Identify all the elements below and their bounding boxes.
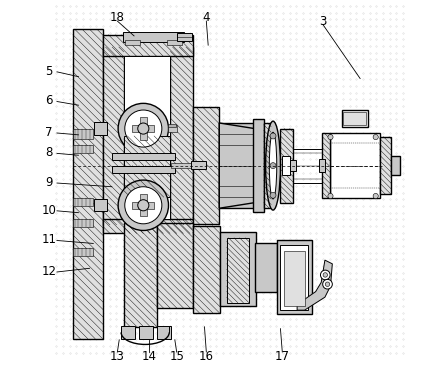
Text: 5: 5 — [45, 65, 53, 78]
Bar — [157, 326, 171, 339]
Bar — [219, 123, 255, 208]
Bar — [103, 35, 193, 56]
Bar — [220, 232, 256, 307]
Bar — [73, 129, 93, 138]
Polygon shape — [219, 123, 255, 208]
Bar — [342, 110, 368, 127]
Text: 11: 11 — [41, 233, 56, 246]
Bar — [123, 32, 184, 42]
Circle shape — [328, 193, 333, 199]
Text: 8: 8 — [45, 146, 53, 159]
Ellipse shape — [266, 121, 281, 210]
Bar — [147, 202, 154, 209]
Text: 4: 4 — [202, 11, 210, 24]
Text: 9: 9 — [45, 176, 53, 189]
Circle shape — [325, 282, 330, 286]
Circle shape — [270, 163, 276, 169]
Circle shape — [118, 103, 169, 154]
Ellipse shape — [269, 132, 277, 199]
Bar — [121, 326, 135, 339]
Bar — [253, 119, 264, 212]
Bar — [391, 156, 400, 175]
Bar — [343, 112, 366, 125]
Circle shape — [373, 193, 378, 199]
Bar — [112, 166, 175, 173]
Circle shape — [328, 135, 333, 140]
Circle shape — [373, 135, 378, 140]
Bar — [124, 223, 157, 327]
Bar — [191, 161, 206, 169]
Circle shape — [138, 200, 149, 211]
Bar — [140, 194, 147, 202]
Bar — [124, 166, 170, 197]
Text: 7: 7 — [45, 126, 53, 139]
Bar — [73, 248, 93, 256]
Bar — [193, 107, 219, 224]
Bar — [227, 238, 249, 303]
Polygon shape — [297, 260, 332, 310]
Text: 16: 16 — [199, 350, 214, 363]
Circle shape — [125, 187, 162, 224]
Text: 6: 6 — [45, 94, 53, 107]
Text: 12: 12 — [41, 265, 56, 278]
Bar — [282, 156, 290, 175]
Bar — [125, 39, 140, 45]
Bar — [290, 160, 297, 171]
Bar — [73, 29, 103, 339]
Bar — [177, 33, 192, 41]
Circle shape — [323, 279, 332, 289]
Circle shape — [321, 270, 330, 280]
Bar — [168, 124, 176, 128]
Bar — [281, 129, 293, 203]
Text: 17: 17 — [275, 350, 290, 363]
Bar — [277, 240, 312, 314]
Bar — [168, 125, 178, 132]
Bar — [330, 133, 380, 198]
Bar — [73, 198, 93, 206]
Text: 15: 15 — [169, 350, 184, 363]
Circle shape — [270, 133, 276, 139]
Bar — [380, 137, 391, 194]
Bar — [322, 133, 330, 198]
Bar — [147, 125, 154, 132]
Text: 13: 13 — [110, 350, 125, 363]
Text: 10: 10 — [41, 203, 56, 217]
Bar — [73, 145, 93, 153]
Text: 3: 3 — [319, 15, 327, 28]
Bar — [264, 123, 271, 208]
Bar — [255, 243, 277, 292]
Bar — [103, 47, 124, 225]
Bar — [318, 159, 325, 172]
Bar — [112, 153, 175, 160]
Bar — [132, 202, 140, 209]
Bar — [73, 219, 93, 227]
Bar — [124, 56, 170, 219]
Circle shape — [270, 192, 276, 198]
Bar — [193, 226, 220, 313]
Bar — [284, 251, 305, 307]
Bar — [140, 132, 147, 140]
Bar — [124, 136, 170, 166]
Bar — [170, 47, 193, 225]
Bar — [103, 219, 193, 234]
Bar — [94, 199, 107, 211]
Circle shape — [138, 123, 149, 134]
Bar — [281, 245, 308, 310]
Bar — [157, 223, 193, 308]
Bar — [132, 125, 140, 132]
Circle shape — [125, 110, 162, 147]
Bar — [171, 163, 194, 168]
Bar — [140, 118, 147, 125]
Bar — [94, 122, 107, 135]
Bar — [140, 209, 147, 217]
Text: 18: 18 — [110, 11, 125, 24]
Bar — [167, 39, 182, 45]
Bar — [139, 326, 153, 339]
Circle shape — [323, 273, 327, 277]
Circle shape — [118, 180, 169, 231]
Text: 14: 14 — [141, 350, 157, 363]
